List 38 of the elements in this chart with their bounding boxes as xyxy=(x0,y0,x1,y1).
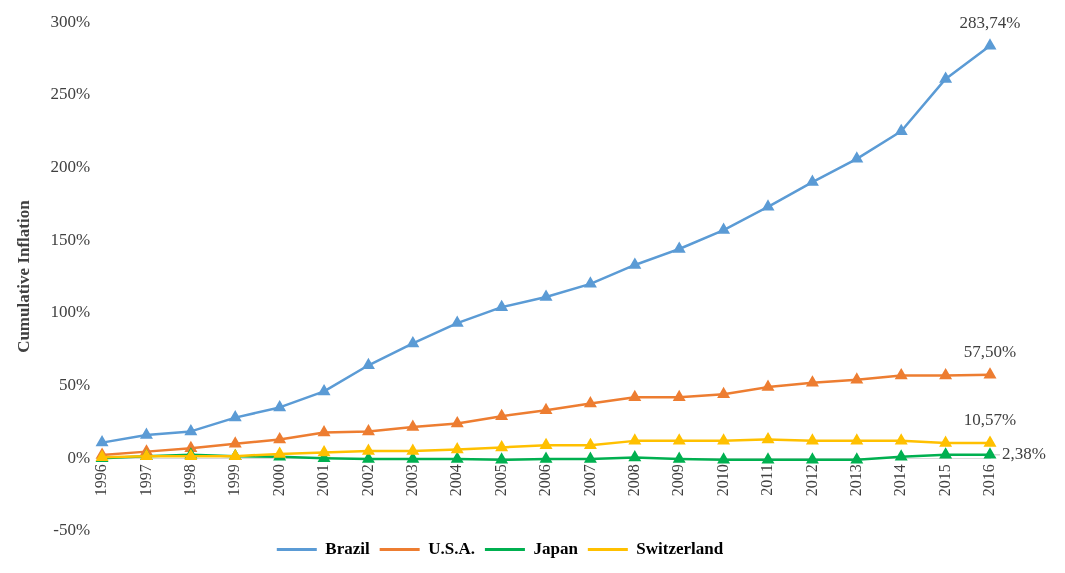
y-tick-label: 50% xyxy=(58,375,91,395)
x-tick-label: 2013 xyxy=(847,464,865,497)
y-tick-label: 0% xyxy=(67,447,91,467)
x-tick-label: 2000 xyxy=(269,464,287,497)
y-tick-label: 100% xyxy=(50,302,91,322)
x-tick-label: 2003 xyxy=(403,464,421,497)
x-tick-label: 2011 xyxy=(758,464,776,496)
y-tick-label: 200% xyxy=(50,157,91,177)
x-tick-label: 2010 xyxy=(713,464,731,497)
annotation: 283,74% xyxy=(959,12,1021,32)
x-tick-label: 2008 xyxy=(625,464,643,497)
x-tick-label: 2004 xyxy=(447,464,465,497)
annotation: 10,57% xyxy=(963,409,1017,429)
y-tick-label: 300% xyxy=(50,11,91,31)
legend-label: Switzerland xyxy=(636,538,724,558)
x-tick-label: 2007 xyxy=(580,464,598,497)
y-axis-title: Cumulative Inflation xyxy=(13,199,33,353)
y-tick-label: 250% xyxy=(50,84,91,104)
x-tick-label: 1998 xyxy=(181,464,199,497)
y-tick-label: -50% xyxy=(53,520,91,540)
x-tick-label: 1996 xyxy=(92,464,110,497)
x-tick-label: 2005 xyxy=(491,464,509,497)
x-tick-label: 2014 xyxy=(891,464,909,497)
x-tick-label: 2001 xyxy=(314,464,332,497)
x-tick-label: 1999 xyxy=(225,464,243,497)
annotation: 2,38% xyxy=(1002,444,1046,464)
x-tick-label: 2015 xyxy=(935,464,953,497)
annotation: 57,50% xyxy=(963,341,1017,361)
x-tick-label: 2006 xyxy=(536,464,554,497)
x-tick-label: 1997 xyxy=(136,464,154,497)
x-tick-label: 2002 xyxy=(358,464,376,497)
legend-label: Brazil xyxy=(325,538,370,558)
legend-label: Japan xyxy=(533,538,579,558)
legend-label: U.S.A. xyxy=(428,538,475,558)
x-tick-label: 2012 xyxy=(802,464,820,497)
x-tick-label: 2016 xyxy=(980,464,998,497)
x-tick-label: 2009 xyxy=(669,464,687,497)
y-tick-label: 150% xyxy=(50,229,91,249)
